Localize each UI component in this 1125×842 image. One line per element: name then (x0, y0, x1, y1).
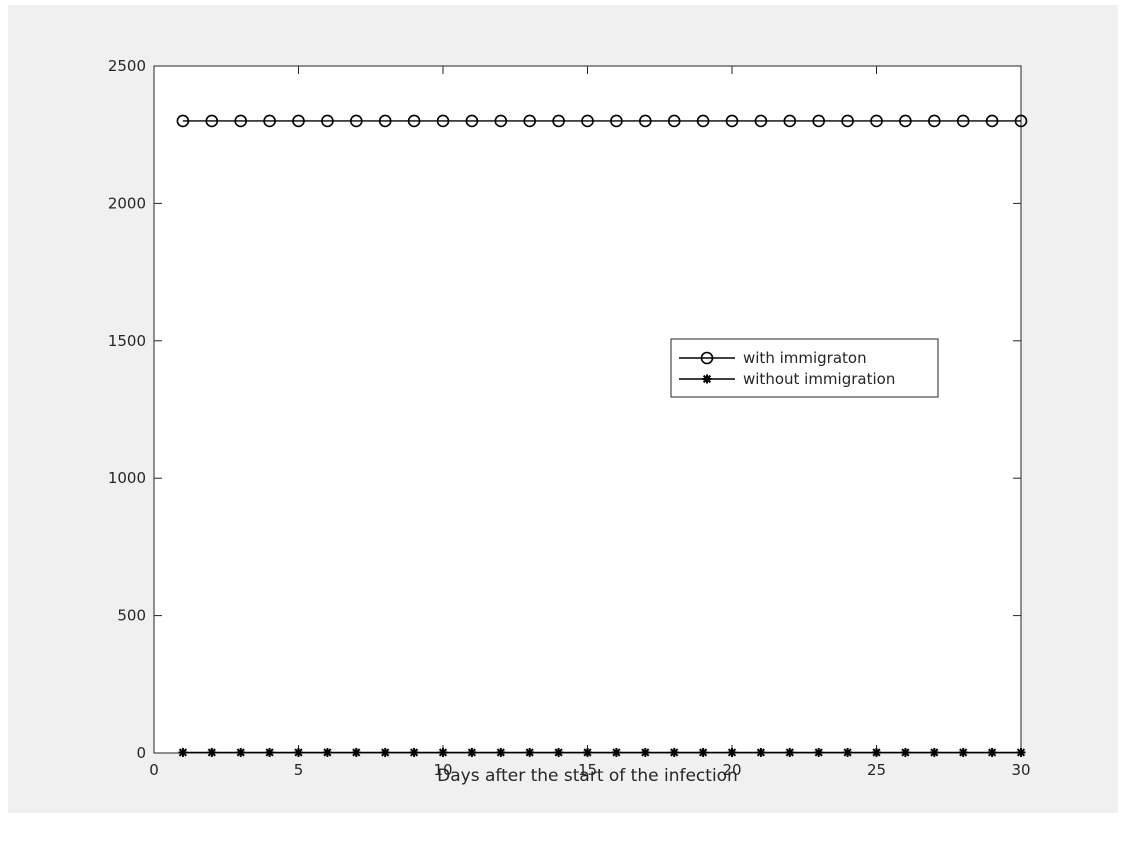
data-point (496, 747, 506, 757)
data-point (927, 114, 941, 128)
data-point (263, 114, 276, 128)
line-chart: 0 5 10 15 20 25 30 0 500 1000 1500 2000 2500 Days a… (108, 57, 1031, 786)
x-tick-label: 15 (578, 761, 597, 779)
data-point (956, 114, 970, 128)
x-tick-label: 30 (1011, 761, 1030, 779)
legend-label: without immigration (743, 370, 895, 388)
data-point (899, 114, 912, 128)
data-point (467, 747, 477, 757)
x-tick-label: 0 (149, 761, 159, 779)
series-with-immigraton (176, 114, 1028, 128)
legend-marker (702, 374, 712, 384)
data-point (436, 114, 450, 128)
data-point (638, 114, 652, 128)
data-point (583, 747, 592, 757)
series-layer (176, 114, 1028, 757)
data-point (322, 747, 332, 757)
data-point (581, 114, 594, 128)
data-point (178, 747, 188, 757)
data-point (812, 114, 826, 128)
data-point (1014, 114, 1028, 128)
data-point (725, 114, 739, 128)
data-point (843, 747, 853, 757)
series-without-immigration (178, 747, 1026, 757)
x-tick-label: 5 (294, 761, 304, 779)
data-point (669, 747, 679, 757)
data-point (727, 747, 737, 757)
data-point (207, 747, 217, 757)
data-point (409, 747, 419, 757)
data-point (236, 747, 246, 757)
data-point (294, 747, 303, 757)
data-point (870, 114, 883, 128)
data-point (611, 747, 621, 757)
x-tick-label: 20 (722, 761, 741, 779)
y-tick-label: 1500 (108, 332, 146, 350)
y-axis: 0 500 1000 1500 2000 2500 (108, 57, 1021, 762)
y-tick-label: 2500 (108, 57, 146, 75)
data-point (523, 114, 537, 128)
data-point (205, 114, 219, 128)
y-tick-label: 500 (117, 607, 146, 625)
data-point (234, 114, 247, 128)
legend-item: with immigraton (679, 349, 867, 367)
x-tick-label: 10 (433, 761, 452, 779)
data-point (552, 114, 565, 128)
data-point (756, 747, 766, 757)
data-point (667, 114, 681, 128)
legend-item: without immigration (679, 370, 895, 388)
data-point (814, 747, 824, 757)
figure-background: 0 5 10 15 20 25 30 0 500 1000 1500 2000 2500 Days a… (8, 5, 1118, 813)
legend-label: with immigraton (743, 349, 867, 367)
data-point (783, 114, 797, 128)
x-tick-label: 25 (867, 761, 886, 779)
data-point (321, 114, 334, 128)
y-tick-label: 0 (136, 744, 146, 762)
data-point (610, 114, 623, 128)
data-point (525, 747, 535, 757)
data-point (698, 747, 708, 757)
x-axis-label: Days after the start of the infection (437, 766, 738, 786)
data-point (465, 114, 479, 128)
data-point (265, 747, 275, 757)
data-point (872, 747, 881, 757)
data-point (380, 747, 390, 757)
y-tick-label: 2000 (108, 194, 146, 212)
data-point (407, 114, 421, 128)
data-point (987, 747, 997, 757)
data-point (351, 747, 361, 757)
data-point (1016, 747, 1026, 757)
legend[interactable]: with immigraton without immigration (670, 338, 939, 398)
legend-box (670, 338, 939, 398)
y-tick-label: 1000 (108, 469, 146, 487)
data-point (438, 747, 448, 757)
data-point (785, 747, 795, 757)
data-point (292, 114, 305, 128)
data-point (696, 114, 710, 128)
legend-marker (700, 351, 714, 365)
data-point (349, 114, 363, 128)
data-point (958, 747, 968, 757)
data-point (640, 747, 650, 757)
plot-area (153, 65, 1022, 754)
data-point (494, 114, 508, 128)
data-point (554, 747, 564, 757)
data-point (176, 114, 190, 128)
data-point (900, 747, 910, 757)
data-point (754, 114, 768, 128)
data-point (378, 114, 392, 128)
data-point (929, 747, 939, 757)
data-point (841, 114, 854, 128)
data-point (985, 114, 999, 128)
